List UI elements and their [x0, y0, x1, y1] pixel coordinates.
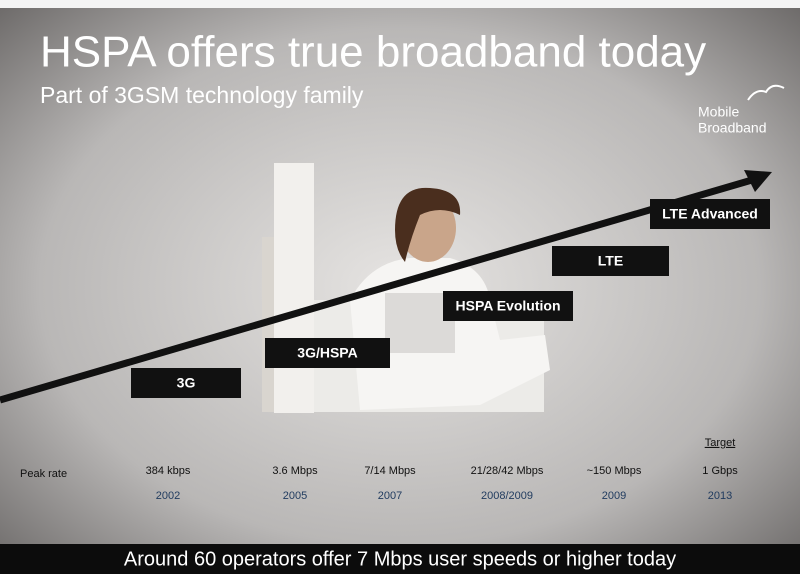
- peak-rate: 1 Gbps: [702, 465, 738, 477]
- year: 2002: [156, 490, 180, 502]
- arrow-head: [744, 170, 772, 192]
- peak-rate: ~150 Mbps: [587, 465, 642, 477]
- year: 2007: [378, 490, 402, 502]
- stage-box: [650, 199, 770, 229]
- top-edge: [0, 0, 800, 8]
- peak-rate: 21/28/42 Mbps: [471, 465, 544, 477]
- row-label: Peak rate: [20, 468, 67, 480]
- year: 2008/2009: [481, 490, 533, 502]
- stage-label: LTE: [598, 253, 623, 269]
- peak-rate: 3.6 Mbps: [272, 465, 318, 477]
- rate-table: Peak rate Target 384 kbps 2002 3.6 Mbps 200…: [20, 437, 738, 502]
- photo-person-hair: [395, 187, 461, 262]
- stage-boxes: 3G 3G/HSPA HSPA Evolution LTE LTE Advanced: [131, 199, 770, 398]
- stage-label: LTE Advanced: [662, 206, 758, 222]
- stage-label: HSPA Evolution: [456, 298, 561, 314]
- year: 2005: [283, 490, 307, 502]
- peak-rate: 384 kbps: [146, 465, 191, 477]
- stage-box: [265, 338, 390, 368]
- peak-rate: 7/14 Mbps: [364, 465, 416, 477]
- title: HSPA offers true broadband today: [40, 28, 706, 77]
- stage-label: 3G: [177, 375, 196, 391]
- logo-text: Mobile: [698, 104, 739, 120]
- footer: Around 60 operators offer 7 Mbps user sp…: [124, 548, 676, 570]
- photo-panel: [274, 163, 314, 413]
- subtitle: Part of 3GSM technology family: [40, 82, 364, 108]
- stage-box: [443, 291, 573, 321]
- stage-box: [131, 368, 241, 398]
- stage-box: [552, 246, 669, 276]
- stage-label: 3G/HSPA: [297, 345, 357, 361]
- year: 2009: [602, 490, 626, 502]
- target-label: Target: [705, 437, 736, 449]
- year: 2013: [708, 490, 732, 502]
- logo-bird: [747, 84, 785, 101]
- footer-bar: [0, 544, 800, 574]
- progress-arrow: [0, 176, 753, 404]
- logo-text: Broadband: [698, 120, 767, 136]
